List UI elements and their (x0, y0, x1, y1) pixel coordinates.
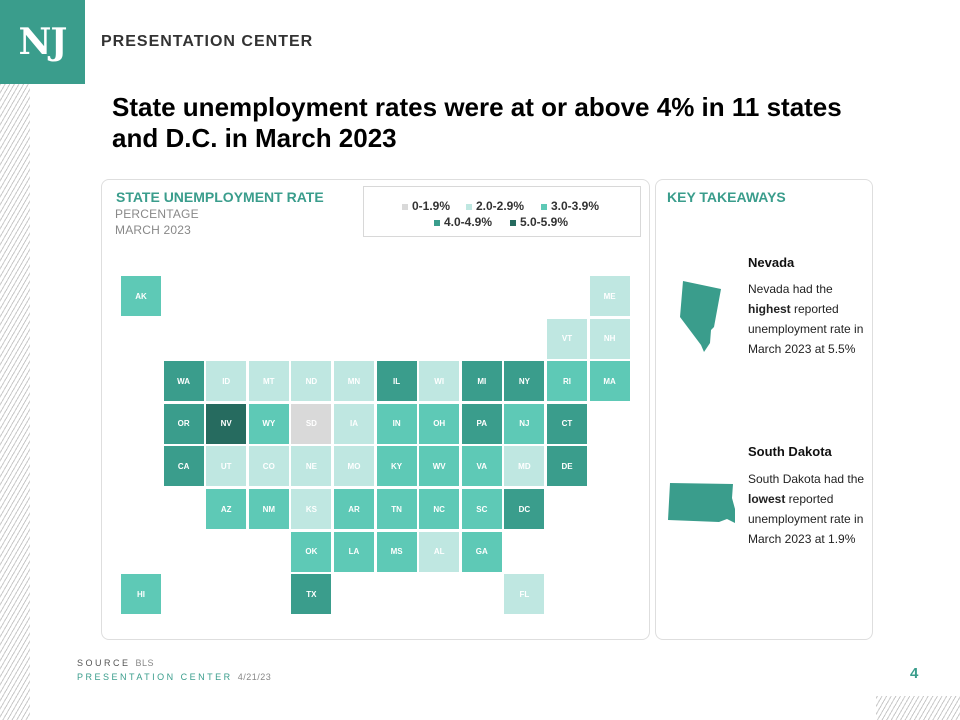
state-tile-ct: CT (547, 403, 587, 444)
state-tile-in: IN (376, 403, 417, 444)
state-tile-nj: NJ (504, 403, 545, 444)
state-tile-az: AZ (206, 489, 247, 529)
state-tile-ne: NE (291, 446, 332, 487)
legend: 0-1.9% 2.0-2.9% 3.0-3.9% 4.0-4.9% 5.0-5.… (363, 186, 641, 237)
footer-date: 4/21/23 (237, 672, 272, 682)
state-tile-nc: NC (419, 489, 460, 529)
state-tile-nv: NV (206, 403, 247, 444)
state-tile-md: MD (504, 446, 545, 487)
key-takeaways-title: KEY TAKEAWAYS (667, 189, 786, 205)
state-tile-ca: CA (163, 446, 204, 487)
legend-label: 3.0-3.9% (551, 199, 600, 213)
legend-item: 3.0-3.9% (541, 199, 599, 213)
state-tile-tn: TN (376, 489, 417, 529)
takeaway-state-name: Nevada (748, 255, 795, 270)
nevada-shape-icon (680, 281, 721, 352)
legend-label: 4.0-4.9% (444, 215, 493, 229)
legend-swatch-4 (510, 219, 516, 226)
state-tile-or: OR (163, 403, 204, 444)
state-tile-va: VA (461, 446, 502, 487)
footer-source-label: SOURCE (77, 658, 131, 668)
state-tile-la: LA (334, 531, 374, 572)
map-subtitle-units: PERCENTAGE (115, 207, 199, 221)
state-tile-dc: DC (504, 489, 545, 529)
map-title: STATE UNEMPLOYMENT RATE (116, 189, 324, 205)
state-tile-wy: WY (248, 403, 289, 444)
legend-item: 4.0-4.9% (434, 215, 492, 229)
map-subtitle-date: MARCH 2023 (115, 223, 192, 237)
footer-center: PRESENTATION CENTER 4/21/23 (77, 672, 271, 682)
state-tile-ar: AR (334, 489, 374, 529)
legend-item: 5.0-5.9% (510, 215, 568, 229)
state-tile-wi: WI (419, 361, 460, 402)
state-tile-nh: NH (589, 318, 630, 359)
state-tile-co: CO (248, 446, 289, 487)
state-tile-ma: MA (589, 361, 630, 402)
state-tile-ak: AK (121, 276, 161, 316)
decorative-stripes-corner (876, 696, 960, 720)
state-tile-nd: ND (291, 361, 332, 402)
state-tile-mo: MO (334, 446, 374, 487)
state-tile-ks: KS (291, 489, 332, 529)
state-tile-nm: NM (248, 489, 289, 529)
state-tile-mn: MN (334, 361, 374, 402)
legend-label: 5.0-5.9% (520, 215, 569, 229)
state-tile-me: ME (589, 276, 630, 316)
state-tile-hi: HI (121, 574, 161, 615)
state-tile-oh: OH (419, 403, 460, 444)
state-tile-sd: SD (291, 403, 332, 444)
footer-source: SOURCE BLS (77, 658, 154, 668)
state-tile-mt: MT (248, 361, 289, 402)
state-tile-ia: IA (334, 403, 374, 444)
state-tile-il: IL (376, 361, 417, 402)
state-tile-fl: FL (504, 574, 545, 615)
footer-center-label: PRESENTATION CENTER (77, 672, 233, 682)
legend-swatch-3 (434, 219, 440, 226)
takeaway-description: South Dakota had the lowest reported une… (748, 472, 865, 546)
state-tile-ut: UT (206, 446, 247, 487)
state-tile-ms: MS (376, 531, 417, 572)
state-tile-wv: WV (419, 446, 460, 487)
legend-item: 2.0-2.9% (466, 199, 524, 213)
key-takeaways-panel (655, 179, 873, 640)
state-tile-ok: OK (291, 531, 332, 572)
state-tile-mi: MI (461, 361, 502, 402)
page-title: State unemployment rates were at or abov… (112, 92, 842, 153)
legend-label: 2.0-2.9% (476, 199, 525, 213)
state-tile-ga: GA (461, 531, 502, 572)
page-number: 4 (910, 665, 919, 682)
south-dakota-shape-icon (668, 483, 735, 523)
state-tile-sc: SC (461, 489, 502, 529)
state-tile-ny: NY (504, 361, 545, 402)
state-tile-tx: TX (291, 574, 332, 615)
state-tile-ky: KY (376, 446, 417, 487)
state-tile-wa: WA (163, 361, 204, 402)
logo: NJ (0, 0, 85, 84)
footer-source-value: BLS (135, 658, 155, 668)
takeaway-state-name: South Dakota (748, 444, 832, 459)
legend-label: 0-1.9% (412, 199, 451, 213)
state-tile-pa: PA (461, 403, 502, 444)
state-tile-al: AL (419, 531, 460, 572)
state-tile-id: ID (206, 361, 247, 402)
legend-item: 0-1.9% (402, 199, 450, 213)
legend-swatch-2 (541, 203, 547, 210)
legend-swatch-1 (466, 203, 472, 210)
brand-name: PRESENTATION CENTER (101, 33, 314, 50)
logo-text: NJ (18, 21, 68, 63)
state-tile-ri: RI (547, 361, 587, 402)
takeaway-description: Nevada had the highest reported unemploy… (748, 282, 864, 356)
state-tile-de: DE (547, 446, 587, 487)
state-tile-vt: VT (547, 318, 587, 359)
legend-swatch-0 (402, 203, 408, 210)
decorative-stripes (0, 84, 30, 720)
